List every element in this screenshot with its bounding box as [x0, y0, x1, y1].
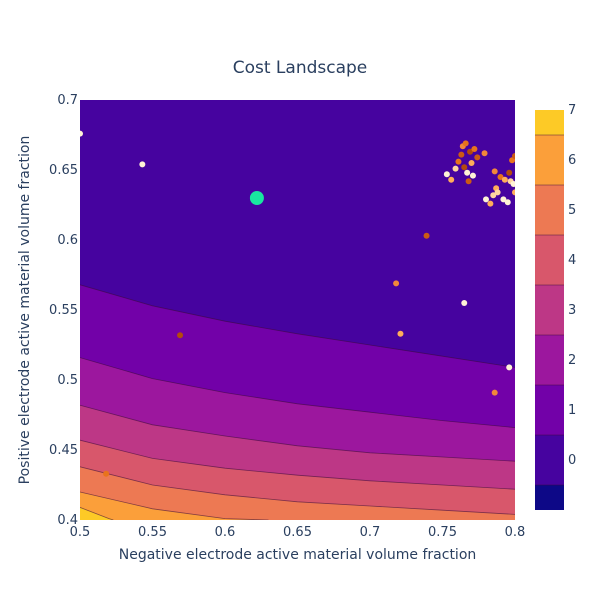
colorbar-tick-label: 1	[568, 403, 576, 418]
contour-line-3	[80, 404, 515, 462]
sample-point	[177, 332, 184, 339]
colorbar-tick-label: 0	[568, 453, 576, 468]
colorbar-tick-label: 6	[568, 153, 576, 168]
contour-line-5	[80, 466, 515, 515]
x-tick-label: 0.5	[70, 525, 91, 540]
contour-line-2	[80, 357, 515, 428]
colorbar-band	[535, 110, 564, 135]
y-axis-label: Positive electrode active material volum…	[17, 136, 33, 485]
contour-line-1	[80, 284, 515, 368]
sample-point	[452, 165, 459, 172]
contour-band-level-5	[80, 466, 515, 520]
sample-point	[468, 160, 475, 166]
colorbar-band	[535, 485, 564, 510]
colorbar-tick-label: 3	[568, 303, 576, 318]
colorbar: 0 1 2 3 4 5 6 7	[535, 103, 576, 510]
y-tick-label: 0.65	[49, 163, 78, 178]
chart-title: Cost Landscape	[233, 58, 368, 78]
contour-line-6	[80, 491, 269, 520]
y-tick-label: 0.7	[57, 93, 78, 108]
sample-point	[512, 153, 515, 159]
sample-point	[512, 189, 515, 196]
sample-point	[139, 161, 146, 168]
y-tick-label: 0.6	[57, 233, 78, 248]
optimum-point	[249, 191, 264, 205]
sample-point	[491, 389, 498, 396]
x-tick-label: 0.6	[215, 525, 236, 540]
sample-point	[474, 154, 481, 161]
sample-point	[462, 140, 469, 147]
sample-point	[461, 300, 468, 306]
sample-point	[423, 232, 430, 239]
plot-area	[80, 100, 515, 520]
sample-point	[483, 196, 489, 203]
colorbar-tick-label: 4	[568, 253, 576, 268]
sample-point	[103, 470, 110, 477]
sample-point	[464, 169, 471, 176]
contour-band-level-7	[80, 507, 114, 520]
y-tick-label: 0.55	[49, 303, 78, 318]
sample-point	[509, 157, 515, 164]
sample-point	[455, 158, 462, 165]
colorbar-band	[535, 235, 564, 285]
sample-point	[393, 280, 400, 287]
colorbar-band	[535, 185, 564, 235]
sample-point	[448, 176, 455, 183]
contour-band-level-6	[80, 492, 269, 520]
sample-point	[501, 176, 508, 183]
x-axis-label: Negative electrode active material volum…	[119, 547, 477, 563]
sample-point	[397, 330, 404, 337]
contour-line-4	[80, 439, 515, 490]
colorbar-tick-label: 7	[568, 103, 576, 118]
sample-point	[506, 364, 513, 371]
x-tick-label: 0.75	[428, 525, 457, 540]
y-tick-label: 0.4	[57, 513, 78, 528]
sample-point	[504, 199, 511, 206]
colorbar-band	[535, 385, 564, 435]
y-tick-label: 0.5	[57, 373, 78, 388]
colorbar-band	[535, 135, 564, 185]
contour-line-7	[80, 507, 114, 520]
sample-point	[490, 192, 497, 199]
colorbar-band	[535, 285, 564, 335]
sample-point	[491, 168, 498, 175]
colorbar-tick-label: 5	[568, 203, 576, 218]
colorbar-band	[535, 435, 564, 485]
x-axis-ticks: 0.5 0.55 0.6 0.65 0.7 0.75 0.8	[70, 525, 526, 540]
sample-point	[80, 130, 83, 137]
sample-point	[481, 150, 488, 157]
sample-point	[494, 189, 501, 196]
x-tick-label: 0.65	[283, 525, 312, 540]
y-axis-ticks: 0.4 0.45 0.5 0.55 0.6 0.65 0.7	[49, 93, 78, 528]
sample-point	[471, 146, 478, 152]
sample-point	[469, 172, 476, 179]
sample-point	[506, 169, 513, 176]
sample-point	[465, 178, 472, 185]
sample-point	[443, 171, 450, 178]
colorbar-band	[535, 335, 564, 385]
y-tick-label: 0.45	[49, 443, 78, 458]
sample-point	[467, 148, 474, 155]
x-tick-label: 0.8	[505, 525, 526, 540]
x-tick-label: 0.7	[360, 525, 381, 540]
x-tick-label: 0.55	[138, 525, 167, 540]
sample-point	[500, 196, 507, 203]
sample-point	[461, 164, 468, 171]
sample-point	[510, 181, 515, 187]
sample-point	[458, 151, 465, 158]
colorbar-tick-label: 2	[568, 353, 576, 368]
sample-point	[497, 174, 504, 180]
sample-point	[487, 200, 494, 207]
